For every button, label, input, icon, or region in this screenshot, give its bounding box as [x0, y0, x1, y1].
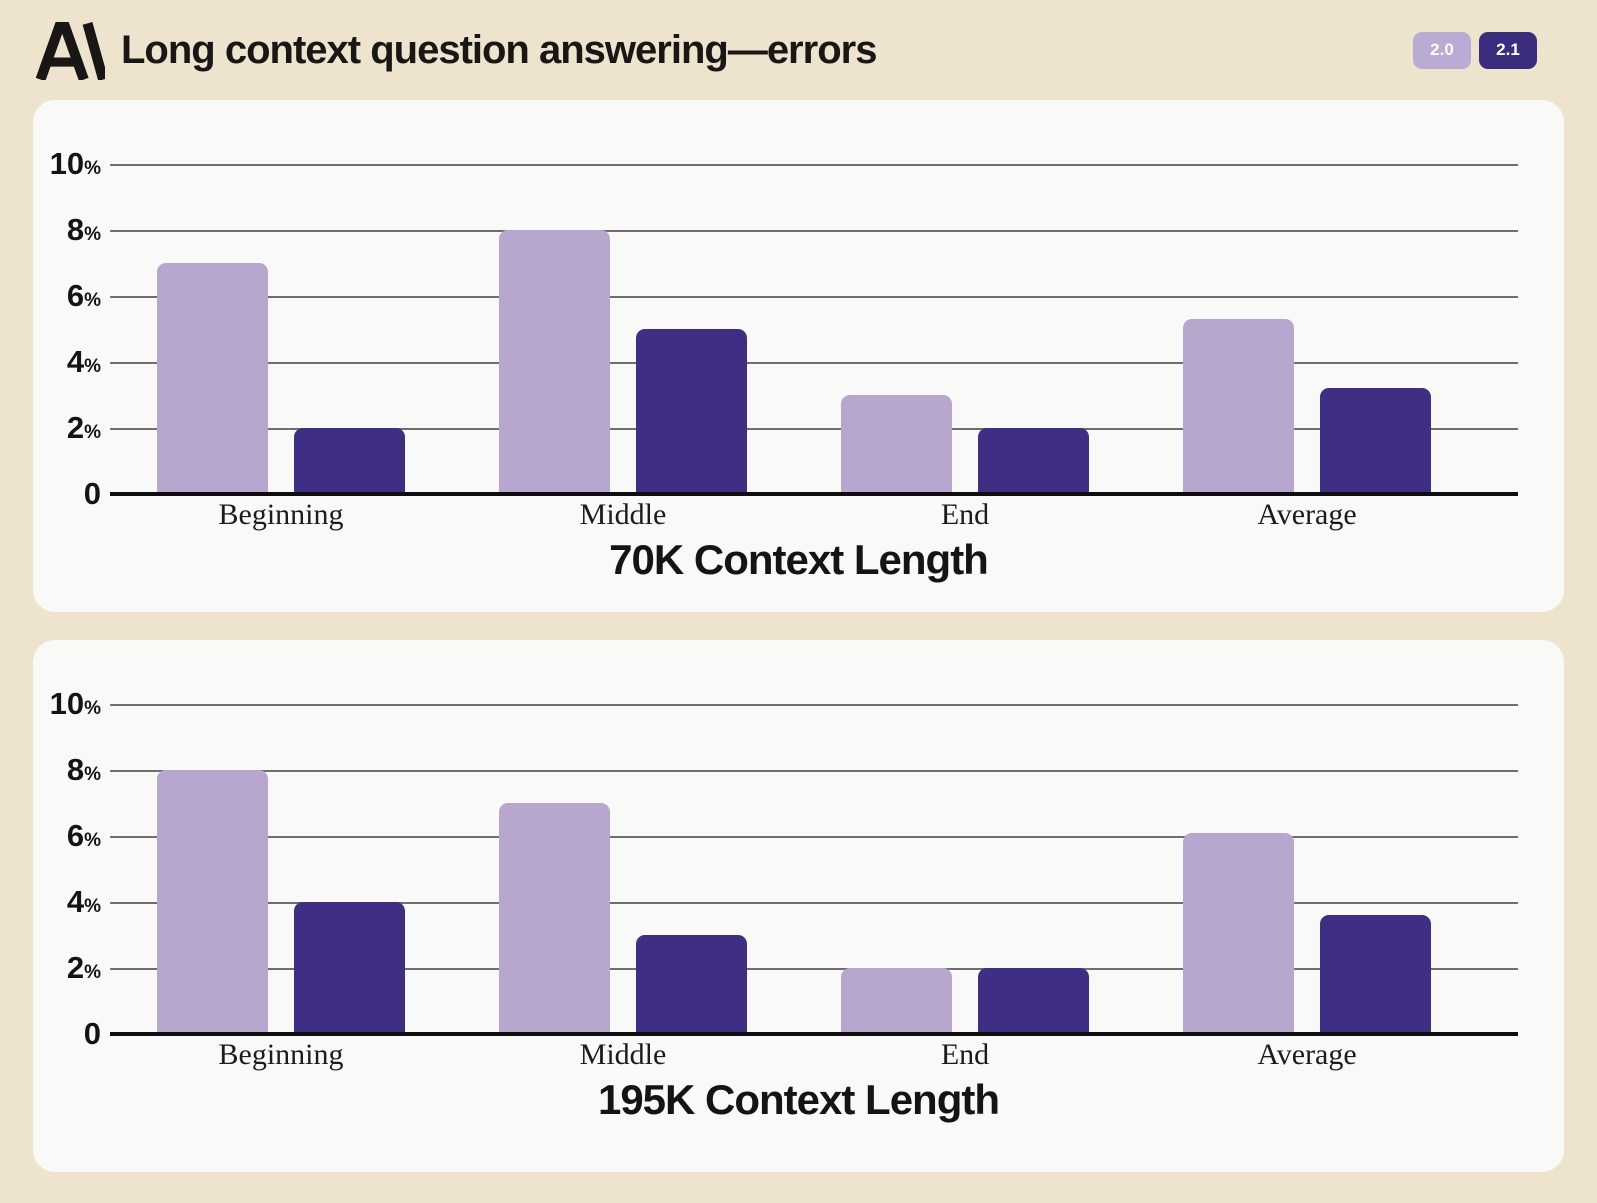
header: Long context question answering—errors 2…	[0, 0, 1597, 100]
bar-middle-2-0	[499, 230, 610, 494]
y-tick-2: 2%	[66, 410, 101, 445]
plot-area	[110, 704, 1518, 1036]
gridline	[110, 968, 1518, 970]
y-tick-4: 4%	[66, 344, 101, 379]
gridline	[110, 770, 1518, 772]
x-axis-line	[110, 492, 1518, 496]
bar-end-2-1	[978, 428, 1089, 494]
x-label-middle: Middle	[579, 498, 667, 531]
legend-badge-2-1[interactable]: 2.1	[1479, 31, 1537, 69]
x-label-end: End	[940, 498, 990, 531]
x-axis-labels: Beginning Middle End Average	[110, 498, 1518, 532]
x-axis-labels: Beginning Middle End Average	[110, 1038, 1518, 1072]
bar-group-middle	[452, 704, 794, 1034]
bar-beginning-2-1	[294, 428, 405, 494]
gridline	[110, 362, 1518, 364]
chart-panel-70k: 10% 8% 6% 4% 2% 0	[33, 100, 1564, 612]
bar-group-middle	[452, 164, 794, 494]
bar-beginning-2-0	[157, 770, 268, 1034]
x-label-beginning: Beginning	[218, 1038, 344, 1071]
anthropic-logo-icon	[35, 22, 105, 80]
bar-group-beginning	[110, 164, 452, 494]
gridline	[110, 230, 1518, 232]
bar-middle-2-1	[636, 935, 747, 1034]
y-tick-0: 0	[83, 1016, 101, 1051]
y-tick-10: 10%	[49, 686, 101, 721]
bar-groups	[110, 164, 1518, 494]
x-axis-line	[110, 1032, 1518, 1036]
y-tick-8: 8%	[66, 212, 101, 247]
x-label-middle: Middle	[579, 1038, 667, 1071]
bar-end-2-1	[978, 968, 1089, 1034]
bar-end-2-0	[841, 395, 952, 494]
bar-group-beginning	[110, 704, 452, 1034]
x-label-average: Average	[1257, 498, 1357, 531]
bar-groups	[110, 704, 1518, 1034]
bar-beginning-2-0	[157, 263, 268, 494]
bar-average-2-0	[1183, 319, 1294, 494]
y-tick-4: 4%	[66, 884, 101, 919]
y-tick-2: 2%	[66, 950, 101, 985]
bar-middle-2-1	[636, 329, 747, 494]
bar-average-2-0	[1183, 832, 1294, 1034]
bar-group-average	[1136, 164, 1478, 494]
y-tick-0: 0	[83, 476, 101, 511]
y-tick-8: 8%	[66, 752, 101, 787]
gridline	[110, 704, 1518, 706]
bar-group-average	[1136, 704, 1478, 1034]
chart-title-70k: 70K Context Length	[609, 536, 989, 583]
y-tick-6: 6%	[66, 818, 101, 853]
gridline	[110, 296, 1518, 298]
x-label-beginning: Beginning	[218, 498, 344, 531]
x-label-average: Average	[1257, 1038, 1357, 1071]
legend: 2.0 2.1	[1413, 31, 1537, 69]
plot-area	[110, 164, 1518, 496]
x-label-end: End	[940, 1038, 990, 1071]
gridline	[110, 836, 1518, 838]
bar-end-2-0	[841, 968, 952, 1034]
legend-badge-2-0[interactable]: 2.0	[1413, 31, 1471, 69]
gridline	[110, 428, 1518, 430]
chart-title-195k: 195K Context Length	[597, 1076, 1000, 1123]
page-title: Long context question answering—errors	[121, 27, 877, 72]
chart-panel-195k: 10% 8% 6% 4% 2% 0	[33, 640, 1564, 1172]
bar-average-2-1	[1320, 388, 1431, 494]
gridline	[110, 164, 1518, 166]
bar-group-end	[794, 164, 1136, 494]
y-tick-6: 6%	[66, 278, 101, 313]
y-tick-10: 10%	[49, 146, 101, 181]
bar-group-end	[794, 704, 1136, 1034]
bar-average-2-1	[1320, 915, 1431, 1034]
bar-beginning-2-1	[294, 902, 405, 1034]
bar-middle-2-0	[499, 803, 610, 1034]
gridline	[110, 902, 1518, 904]
